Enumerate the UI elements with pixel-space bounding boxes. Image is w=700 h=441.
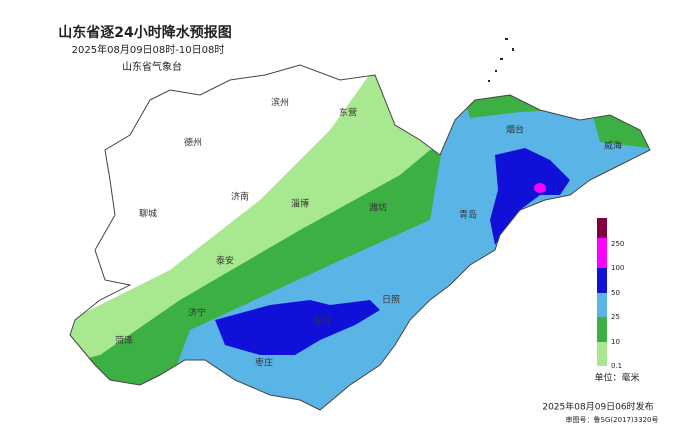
city-label: 济宁 [188, 307, 206, 319]
map-title: 山东省逐24小时降水预报图 [58, 24, 231, 41]
legend-label: 50 [611, 289, 620, 297]
city-label: 菏泽 [115, 336, 133, 347]
island [512, 48, 514, 51]
city-label: 泰安 [216, 255, 234, 267]
legend-label: 0.1 [611, 362, 622, 370]
city-label: 淄博 [291, 198, 309, 210]
rain-heavy-rainstorm [534, 183, 546, 193]
city-label: 滨州 [271, 97, 289, 109]
city-label: 济南 [231, 191, 249, 203]
legend-swatch [597, 268, 607, 293]
legend-swatch [597, 218, 607, 238]
city-label: 日照 [382, 295, 400, 306]
rain-rainstorm [215, 300, 380, 355]
city-label: 潍坊 [369, 202, 387, 214]
legend-swatch [597, 238, 607, 268]
city-label: 聊城 [139, 208, 157, 220]
island [488, 80, 490, 82]
city-label: 青岛 [459, 209, 477, 221]
city-label: 临沂 [313, 315, 331, 327]
island [505, 38, 508, 40]
rain-rainstorm [490, 148, 570, 245]
issuer: 山东省气象台 [122, 60, 182, 73]
city-label: 德州 [184, 137, 202, 149]
legend-swatch [597, 293, 607, 317]
legend [597, 218, 607, 366]
legend-swatch [597, 342, 607, 366]
city-label: 东营 [339, 107, 357, 119]
legend-swatch [597, 317, 607, 342]
city-label: 烟台 [506, 124, 524, 136]
city-label: 枣庄 [255, 357, 273, 369]
island [500, 58, 503, 60]
time-range: 2025年08月09日08时-10日08时 [72, 43, 225, 56]
city-label: 威海 [604, 140, 622, 152]
province-border [69, 64, 651, 411]
legend-label: 100 [611, 264, 624, 272]
legend-label: 25 [611, 313, 620, 321]
legend-unit: 单位：毫米 [594, 372, 639, 384]
island [495, 70, 497, 72]
issued-time: 2025年08月09日06时发布 [542, 401, 653, 413]
map-number: 审图号：鲁SG(2017)3320号 [566, 415, 659, 424]
legend-label: 250 [611, 240, 624, 248]
legend-label: 10 [611, 338, 620, 346]
islands [488, 38, 514, 82]
